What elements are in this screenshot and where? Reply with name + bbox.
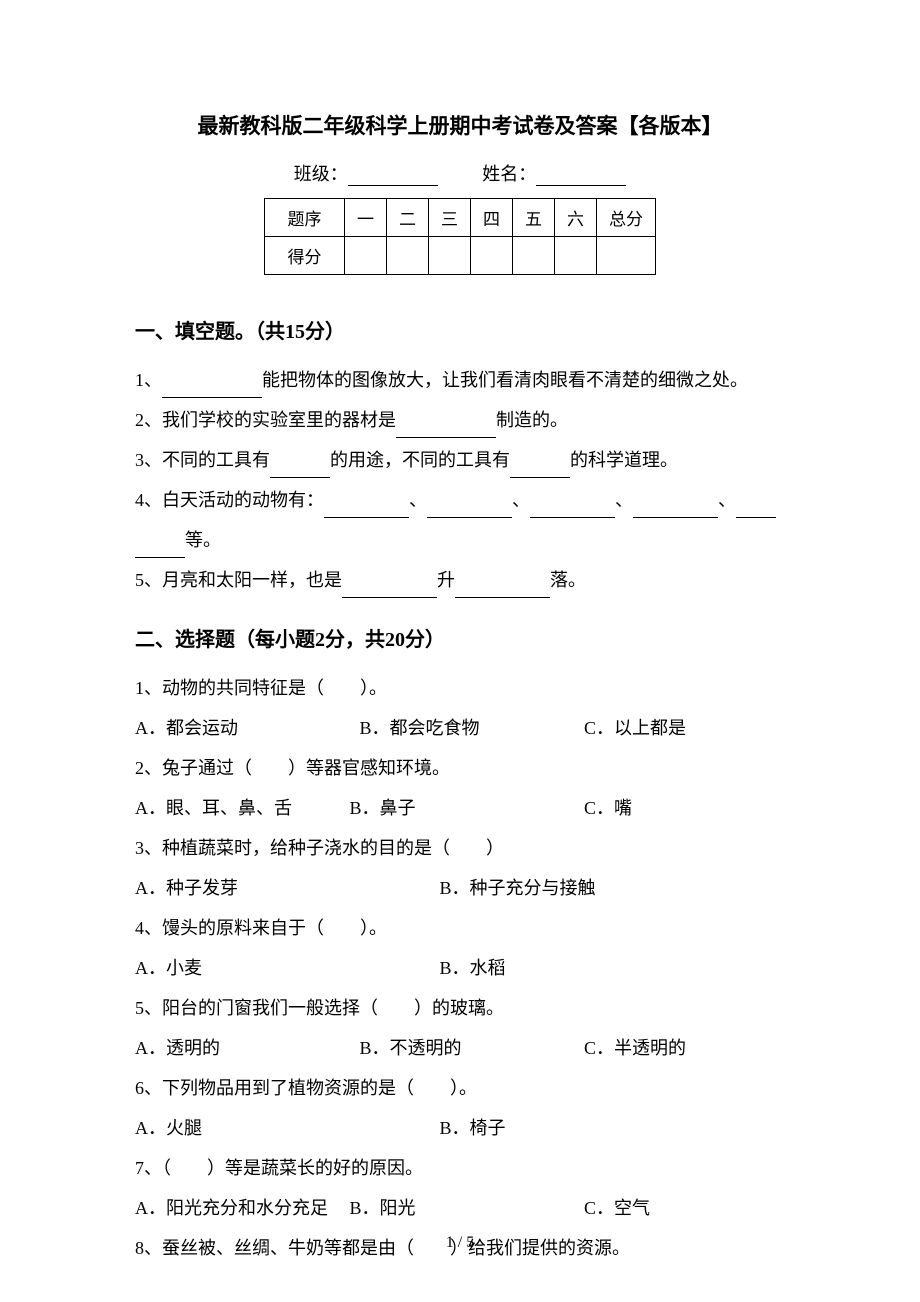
option-b: B．鼻子 xyxy=(350,790,540,826)
option-c: C．空气 xyxy=(584,1190,650,1226)
score-cell xyxy=(345,237,387,275)
header-cell: 总分 xyxy=(597,199,656,237)
q-text: 的用途，不同的工具有 xyxy=(330,450,510,470)
option-a: A．种子发芽 xyxy=(135,870,395,906)
q-text: 制造的。 xyxy=(496,410,568,430)
class-label: 班级： xyxy=(294,164,348,184)
q-text: 等。 xyxy=(185,530,221,550)
option-b: B．阳光 xyxy=(350,1190,540,1226)
page-number: 1 / 5 xyxy=(446,1234,474,1252)
score-cell xyxy=(387,237,429,275)
blank xyxy=(342,580,437,598)
s1-q5: 5、月亮和太阳一样，也是 升 落。 xyxy=(135,562,785,598)
blank xyxy=(135,540,185,558)
option-a: A．都会运动 xyxy=(135,710,315,746)
option-c: C．半透明的 xyxy=(584,1030,686,1066)
table-row: 得分 xyxy=(265,237,656,275)
option-a: A．火腿 xyxy=(135,1110,395,1146)
s2-q3: 3、种植蔬菜时，给种子浇水的目的是（ ） xyxy=(135,830,785,866)
s2-q2-options: A．眼、耳、鼻、舌 B．鼻子 C．嘴 xyxy=(135,790,785,826)
s2-q7-options: A．阳光充分和水分充足 B．阳光 C．空气 xyxy=(135,1190,785,1226)
table-row: 题序 一 二 三 四 五 六 总分 xyxy=(265,199,656,237)
section2-header: 二、选择题（每小题2分，共20分） xyxy=(135,623,785,652)
blank xyxy=(530,500,615,518)
section1-header: 一、填空题。（共15分） xyxy=(135,315,785,344)
option-b: B．不透明的 xyxy=(360,1030,540,1066)
header-cell: 二 xyxy=(387,199,429,237)
score-cell xyxy=(513,237,555,275)
option-a: A．阳光充分和水分充足 xyxy=(135,1190,335,1226)
option-b: B．椅子 xyxy=(440,1110,506,1146)
blank xyxy=(633,500,718,518)
s2-q6: 6、下列物品用到了植物资源的是（ ）。 xyxy=(135,1070,785,1106)
q-text: 、 xyxy=(512,490,530,510)
s2-q2: 2、兔子通过（ ）等器官感知环境。 xyxy=(135,750,785,786)
score-cell xyxy=(429,237,471,275)
blank xyxy=(162,380,262,398)
blank xyxy=(510,460,570,478)
s2-q7: 7、（ ）等是蔬菜长的好的原因。 xyxy=(135,1150,785,1186)
s2-q5: 5、阳台的门窗我们一般选择（ ）的玻璃。 xyxy=(135,990,785,1026)
s2-q6-options: A．火腿 B．椅子 xyxy=(135,1110,785,1146)
header-cell: 一 xyxy=(345,199,387,237)
score-label-cell: 得分 xyxy=(265,237,345,275)
header-cell: 六 xyxy=(555,199,597,237)
class-blank xyxy=(348,168,438,186)
s2-q1-options: A．都会运动 B．都会吃食物 C．以上都是 xyxy=(135,710,785,746)
q-text: 升 xyxy=(437,570,455,590)
blank xyxy=(324,500,409,518)
header-cell: 三 xyxy=(429,199,471,237)
blank xyxy=(396,420,496,438)
header-cell: 五 xyxy=(513,199,555,237)
q-prefix: 4、白天活动的动物有： xyxy=(135,490,324,510)
q-prefix: 5、月亮和太阳一样，也是 xyxy=(135,570,342,590)
q-text: 能把物体的图像放大，让我们看清肉眼看不清楚的细微之处。 xyxy=(262,370,748,390)
score-cell xyxy=(555,237,597,275)
s1-q4-cont: 等。 xyxy=(135,522,785,558)
option-c: C．嘴 xyxy=(584,790,632,826)
s1-q1: 1、 能把物体的图像放大，让我们看清肉眼看不清楚的细微之处。 xyxy=(135,362,785,398)
student-info-line: 班级： 姓名： xyxy=(135,160,785,186)
s2-q3-options: A．种子发芽 B．种子充分与接触 xyxy=(135,870,785,906)
option-b: B．都会吃食物 xyxy=(360,710,540,746)
q-text: 、 xyxy=(409,490,427,510)
q-prefix: 2、我们学校的实验室里的器材是 xyxy=(135,410,396,430)
s1-q2: 2、我们学校的实验室里的器材是 制造的。 xyxy=(135,402,785,438)
option-b: B．种子充分与接触 xyxy=(440,870,596,906)
blank xyxy=(455,580,550,598)
score-table: 题序 一 二 三 四 五 六 总分 得分 xyxy=(264,198,656,275)
score-cell xyxy=(597,237,656,275)
blank xyxy=(270,460,330,478)
q-prefix: 1、 xyxy=(135,370,162,390)
s2-q1: 1、动物的共同特征是（ ）。 xyxy=(135,670,785,706)
option-b: B．水稻 xyxy=(440,950,506,986)
q-prefix: 3、不同的工具有 xyxy=(135,450,270,470)
name-label: 姓名： xyxy=(482,164,536,184)
q-text: 、 xyxy=(615,490,633,510)
s1-q3: 3、不同的工具有 的用途，不同的工具有 的科学道理。 xyxy=(135,442,785,478)
header-cell: 题序 xyxy=(265,199,345,237)
score-cell xyxy=(471,237,513,275)
name-blank xyxy=(536,168,626,186)
option-a: A．眼、耳、鼻、舌 xyxy=(135,790,305,826)
s2-q5-options: A．透明的 B．不透明的 C．半透明的 xyxy=(135,1030,785,1066)
q-text: 落。 xyxy=(550,570,586,590)
option-a: A．透明的 xyxy=(135,1030,315,1066)
q-text: 的科学道理。 xyxy=(570,450,678,470)
s2-q4: 4、馒头的原料来自于（ ）。 xyxy=(135,910,785,946)
option-c: C．以上都是 xyxy=(584,710,686,746)
doc-title: 最新教科版二年级科学上册期中考试卷及答案【各版本】 xyxy=(135,110,785,140)
blank xyxy=(427,500,512,518)
header-cell: 四 xyxy=(471,199,513,237)
s2-q4-options: A．小麦 B．水稻 xyxy=(135,950,785,986)
blank xyxy=(736,500,776,518)
s1-q4: 4、白天活动的动物有： 、 、 、 、 xyxy=(135,482,785,518)
q-text: 、 xyxy=(718,490,736,510)
option-a: A．小麦 xyxy=(135,950,395,986)
